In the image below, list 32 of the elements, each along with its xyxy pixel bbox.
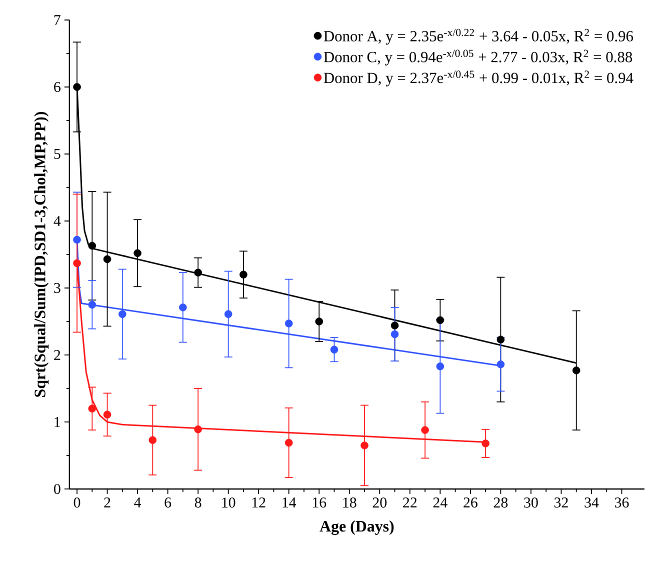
x-tick-label: 22 <box>403 498 417 508</box>
y-tick-label: 1 <box>54 417 60 427</box>
x-tick-label: 2 <box>104 498 110 508</box>
x-tick-label: 34 <box>584 498 599 508</box>
y-tick-label: 0 <box>54 484 60 494</box>
x-tick-label: 12 <box>252 498 266 508</box>
legend-label: Donor C, y = 0.94e$^{-x/0.05}$ + 2.77 - 0.03x, R$^{2}$ = 0.88 <box>324 50 632 66</box>
x-tick-label: 36 <box>614 498 629 508</box>
x-tick-label: 8 <box>194 498 202 508</box>
x-tick-label: 26 <box>464 498 478 508</box>
x-tick-label: 16 <box>312 498 326 508</box>
x-tick-label: 14 <box>282 498 296 508</box>
y-tick-label: 6 <box>54 82 60 92</box>
x-axis-title: Age (Days) <box>320 520 394 536</box>
x-tick-label: 30 <box>524 498 538 508</box>
x-tick-label: 24 <box>433 498 448 508</box>
x-tick-label: 20 <box>372 498 387 508</box>
x-tick-label: 28 <box>494 498 508 508</box>
x-tick-label: 6 <box>164 498 172 508</box>
legend-label: Donor A, y = 2.35e$^{-x/0.22}$ + 3.64 - 0.05x, R$^{2}$ = 0.96 <box>324 28 634 45</box>
y-tick-label: 2 <box>54 350 60 360</box>
x-tick-label: 10 <box>222 498 236 508</box>
legend-label: Donor D, y = 2.37e$^{-x/0.45}$ + 0.99 - 0.01x, R$^{2}$ = 0.94 <box>324 70 634 86</box>
y-axis-title: Sqrt(Squal/Sum(IPD,SD1-3,Chol,MP,PP)) <box>34 112 49 397</box>
y-tick-label: 3 <box>54 282 60 294</box>
x-tick-label: 4 <box>134 498 142 508</box>
y-tick-label: 5 <box>54 149 60 159</box>
x-tick-label: 0 <box>74 498 80 508</box>
y-tick-label: 4 <box>54 216 61 226</box>
x-tick-label: 32 <box>554 498 568 508</box>
x-tick-label: 18 <box>343 498 356 508</box>
y-tick-label: 7 <box>54 15 60 25</box>
